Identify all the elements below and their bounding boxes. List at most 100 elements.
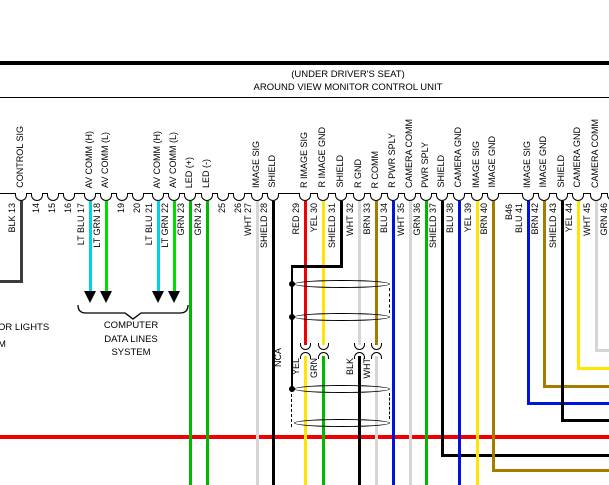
signal-label-pin-23: LED (+) xyxy=(184,156,194,188)
inline-connector-female-pin-32 xyxy=(353,343,365,350)
inline-connector-male-pin-30 xyxy=(317,352,329,359)
shield-drain-wire xyxy=(290,266,294,389)
connector-id-label: B46 xyxy=(504,204,514,221)
signal-label-pin-29: R IMAGE SIG xyxy=(299,131,309,188)
pin-text-40: BRN 40 xyxy=(479,203,489,235)
signal-label-pin-24: LED (-) xyxy=(201,159,211,188)
terminal-arc-pin-32 xyxy=(353,193,365,201)
signal-label-pin-35: CAMERA COMM xyxy=(404,118,414,188)
signal-label-pin-36: PWR SPLY xyxy=(420,142,430,188)
wire-pin-32 xyxy=(357,201,361,345)
pin-text-27: WHT 27 xyxy=(243,203,253,236)
wire-pin-21 xyxy=(156,201,160,292)
signal-label-pin-21: AV COMM (H) xyxy=(152,130,162,188)
wire-pin-40-exit-right xyxy=(491,468,609,472)
control-unit-top-border xyxy=(0,61,609,65)
terminal-arc-pin-42 xyxy=(538,193,550,201)
signal-label-pin-39: IMAGE SIG xyxy=(471,140,481,188)
wire-pin-39 xyxy=(475,201,479,485)
below-connector-color-label-WHT: WHT xyxy=(362,358,372,379)
terminal-arc-pin-20 xyxy=(132,193,144,201)
pin-text-31: SHIELD 31 xyxy=(327,203,337,249)
pin-text-26: 26 xyxy=(233,203,243,214)
signal-label-pin-41: IMAGE SIG xyxy=(522,140,532,188)
pin-text-43: SHIELD 43 xyxy=(548,203,558,249)
signal-label-pin-37: SHIELD xyxy=(436,155,446,188)
left-system-label-line2: M xyxy=(0,339,6,350)
wire-pin-31 xyxy=(339,201,343,266)
signal-label-pin-40: IMAGE GND xyxy=(487,136,497,188)
shield-ring-3 xyxy=(294,385,390,393)
pin-text-23: GRN 23 xyxy=(176,203,186,236)
pin-text-39: YEL 39 xyxy=(463,203,473,233)
signal-label-pin-27: IMAGE SIG xyxy=(251,140,261,188)
wire-pin-36 xyxy=(424,201,428,485)
terminal-arc-pin-44 xyxy=(572,193,584,201)
wire-pin-41 xyxy=(526,201,530,403)
pin-text-24: GRN 24 xyxy=(193,203,203,236)
signal-label-pin-45: CAMERA COMM xyxy=(590,118,600,188)
wire-pin-29 xyxy=(303,201,307,345)
below-connector-color-label-YEL: YEL xyxy=(291,358,301,376)
wire-pin-37-exit-right xyxy=(440,453,609,457)
wire-pin-13-exit-left xyxy=(0,279,23,283)
signal-label-pin-22: AV COMM (L) xyxy=(168,132,178,188)
below-connector-color-label-GRN: GRN xyxy=(309,358,319,378)
pin-text-18: LT GRN 18 xyxy=(92,203,102,248)
wire-pin-30 xyxy=(321,201,325,345)
wire-pin-45-exit-right xyxy=(594,348,609,352)
pin-text-28: SHIELD 28 xyxy=(259,203,269,249)
wire-pin-42 xyxy=(542,201,546,386)
terminal-arc-pin-24 xyxy=(201,193,213,201)
terminal-arc-pin-34 xyxy=(387,193,399,201)
signal-label-pin-38: CAMERA GND xyxy=(453,127,463,188)
shield-ring-1 xyxy=(294,280,390,288)
terminal-arc-pin-43 xyxy=(556,193,568,201)
pin-text-34: BLU 34 xyxy=(379,203,389,234)
pin-text-25: 25 xyxy=(217,203,227,214)
left-system-label-line1: OR LIGHTS xyxy=(0,322,50,333)
terminal-arc-pin-17 xyxy=(84,193,96,201)
pin-text-20: 20 xyxy=(132,203,142,214)
terminal-arc-pin-30 xyxy=(317,193,329,201)
wire-pin-27 xyxy=(255,201,259,485)
wire-pin-28 xyxy=(271,201,275,485)
wire-pin-22 xyxy=(172,201,176,292)
shield-ring-2 xyxy=(294,313,390,321)
inline-connector-male-pin-29 xyxy=(299,352,311,359)
arrow-down-icon-pin-18 xyxy=(100,291,112,303)
inline-connector-female-pin-30 xyxy=(317,343,329,350)
wire-pin-24 xyxy=(205,201,209,485)
wire-pin-33 xyxy=(374,201,378,345)
signal-label-pin-13: CONTROL SIG xyxy=(15,126,25,188)
wire-pin-40 xyxy=(491,201,495,470)
control-unit-bottom-border xyxy=(0,97,609,99)
terminal-arc-pin-31 xyxy=(335,193,347,201)
pin-text-38: BLU 38 xyxy=(445,203,455,234)
terminal-arc-pin-14 xyxy=(31,193,43,201)
pin-text-32: WHT 32 xyxy=(345,203,355,236)
below-connector-color-label-BLK: BLK xyxy=(345,358,355,376)
terminal-arc-pin-25 xyxy=(217,193,229,201)
pin-text-22: LT GRN 22 xyxy=(160,203,170,248)
wire-pin-23 xyxy=(188,201,192,485)
pin-text-42: BRN 42 xyxy=(530,203,540,235)
computer-data-lines-label-line2: DATA LINES xyxy=(104,333,158,345)
computer-data-lines-brace xyxy=(77,304,189,320)
pin-text-37: SHIELD 37 xyxy=(428,203,438,249)
shield-ring-4 xyxy=(294,419,390,427)
pin-text-33: BRN 33 xyxy=(362,203,372,235)
arrow-down-icon-pin-22 xyxy=(168,291,180,303)
signal-label-pin-34: R PWR SPLY xyxy=(387,133,397,188)
signal-label-pin-28: SHIELD xyxy=(267,155,277,188)
terminal-arc-pin-38 xyxy=(453,193,465,201)
pin-text-14: 14 xyxy=(31,203,41,214)
wire-pin-42-exit-right xyxy=(542,384,609,388)
terminal-arc-pin-16 xyxy=(63,193,75,201)
inline-connector-male-pin-32 xyxy=(353,352,365,359)
wire-pin-43-exit-right xyxy=(560,418,609,422)
shield-ring-dash-link-1 xyxy=(389,288,390,313)
pin-text-29: RED 29 xyxy=(291,203,301,235)
terminal-arc-pin-45 xyxy=(590,193,602,201)
